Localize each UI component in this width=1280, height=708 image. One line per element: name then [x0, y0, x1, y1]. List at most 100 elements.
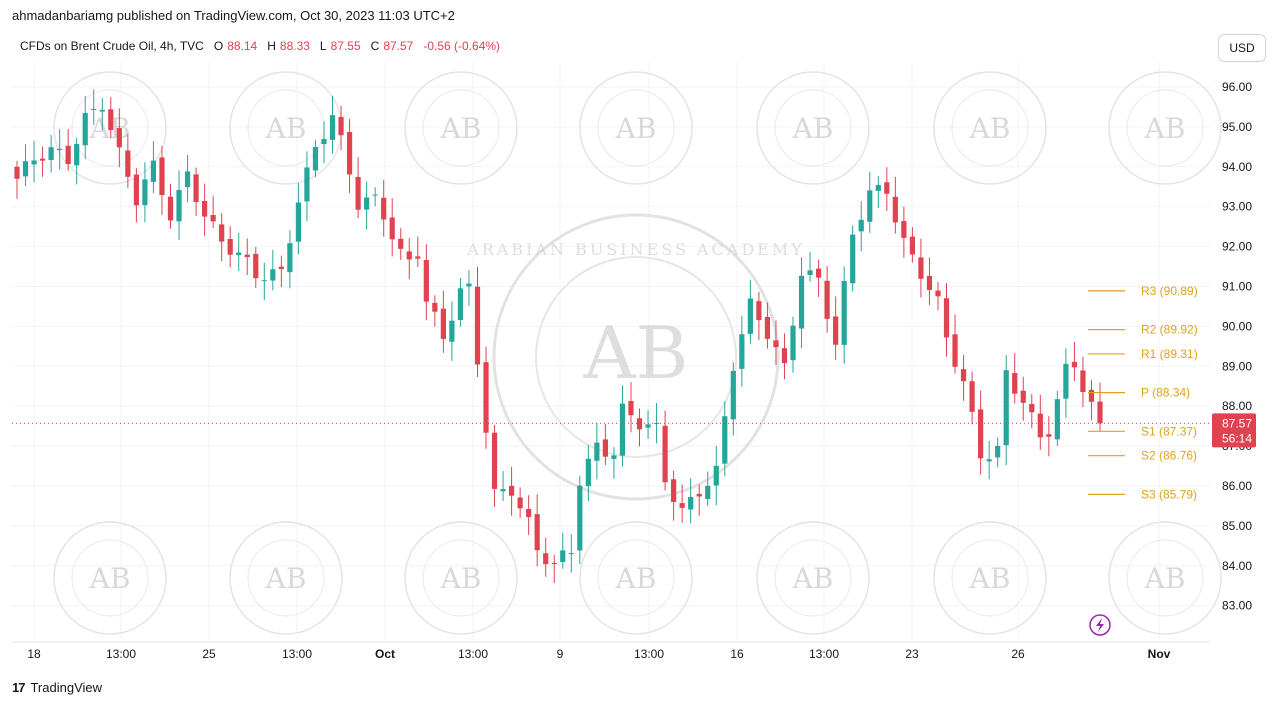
candle-body [935, 290, 941, 297]
watermark-logo-text: AB [265, 112, 307, 145]
watermark-inner-ring [1126, 539, 1204, 617]
candle-body [278, 266, 284, 270]
candle-body [560, 550, 566, 562]
pivot-label: R1 (89.31) [1141, 347, 1198, 361]
candle-body [713, 465, 719, 486]
watermark-ring [1108, 521, 1222, 635]
candle-body [99, 109, 105, 112]
candle-body [705, 485, 711, 500]
candle-body [295, 202, 302, 242]
candle-body [227, 238, 233, 255]
y-tick-label: 83.00 [1222, 599, 1252, 613]
y-tick-label: 94.00 [1222, 160, 1252, 174]
x-tick-label: 26 [1011, 647, 1025, 661]
candle-body [534, 514, 540, 551]
y-tick-label: 92.00 [1222, 240, 1252, 254]
candle-body [628, 401, 634, 416]
candle-body [1088, 389, 1095, 402]
pivot-label: S2 (86.76) [1141, 449, 1197, 463]
candle-body [210, 215, 216, 222]
candle-body [807, 270, 813, 275]
x-tick-label: 9 [557, 647, 564, 661]
candle-body [39, 158, 46, 161]
candle-body [423, 260, 429, 302]
pivot-label: R2 (89.92) [1141, 323, 1198, 337]
candle-body [867, 190, 873, 222]
watermark-big-ring [492, 213, 780, 501]
watermark-inner-ring [597, 89, 675, 167]
watermark-logo-text: AB [440, 112, 482, 145]
watermark-inner-ring [774, 539, 852, 617]
candle-body [619, 403, 626, 456]
last-price-label: 87.57 [1222, 416, 1252, 430]
candle-body [312, 146, 319, 171]
candle-body [474, 286, 481, 365]
candle-body [841, 280, 847, 345]
candle-body [508, 485, 515, 496]
x-tick-label: 23 [905, 647, 919, 661]
candle-body [74, 143, 80, 166]
candle-body [926, 275, 933, 290]
footer-brand[interactable]: TradingView [30, 680, 103, 695]
watermark-inner-ring [71, 539, 149, 617]
countdown-label: 56:14 [1222, 431, 1252, 445]
watermark-inner-ring [71, 89, 149, 167]
watermark-ring [229, 521, 343, 635]
y-tick-label: 89.00 [1222, 359, 1252, 373]
candle-body [91, 108, 97, 110]
candle-body [1012, 373, 1018, 394]
watermark-logo-text: AB [1144, 562, 1186, 595]
candle-body [756, 301, 762, 321]
candle-body [1080, 370, 1086, 393]
candle-body [159, 157, 165, 196]
pivot-label: P (88.34) [1141, 386, 1190, 400]
candle-body [364, 197, 370, 210]
candle-body [202, 200, 208, 217]
y-tick-label: 84.00 [1222, 559, 1252, 573]
y-tick-label: 85.00 [1222, 519, 1252, 533]
candle-body [551, 562, 557, 564]
candle-body [338, 116, 344, 136]
candle-body [406, 251, 412, 260]
last-price-tag [1212, 413, 1256, 448]
candle-body [875, 184, 881, 191]
pivot-label: R3 (90.89) [1141, 284, 1198, 298]
lightning-bolt-icon [1096, 618, 1104, 632]
candle-body [662, 425, 668, 483]
currency-button[interactable]: USD [1218, 34, 1266, 62]
candle-body [543, 553, 549, 565]
watermark-big-logo-text: AB [583, 311, 689, 395]
candle-body [236, 252, 242, 256]
candle-body [671, 479, 677, 503]
watermark-ring [933, 71, 1047, 185]
candle-body [636, 418, 643, 430]
candle-body [730, 370, 736, 420]
candle-body [1003, 370, 1009, 446]
candle-body [82, 113, 88, 146]
candle-body [824, 280, 830, 319]
watermark-logo-text: AB [792, 562, 834, 595]
candle-body [244, 254, 250, 258]
candle-body [815, 268, 822, 278]
watermark-ring [1108, 71, 1222, 185]
candle-body [1063, 363, 1069, 399]
candle-body [14, 166, 20, 179]
candle-body [901, 221, 907, 238]
watermark-ring [579, 521, 693, 635]
watermark-logo-text: AB [1144, 112, 1186, 145]
watermark-logo-text: AB [615, 562, 657, 595]
close-label: C [370, 39, 380, 53]
open-value: 88.14 [227, 39, 258, 53]
watermark-inner-ring [1126, 89, 1204, 167]
watermark-logo-text: AB [792, 112, 834, 145]
low-value: 87.55 [330, 39, 361, 53]
candle-body [696, 493, 702, 497]
y-tick-label: 86.00 [1222, 479, 1252, 493]
y-tick-label: 90.00 [1222, 319, 1252, 333]
x-tick-label: 13:00 [106, 647, 136, 661]
candle-body [57, 148, 63, 150]
candle-body [517, 497, 523, 509]
candle-body [491, 432, 498, 489]
watermark-ring [404, 521, 518, 635]
